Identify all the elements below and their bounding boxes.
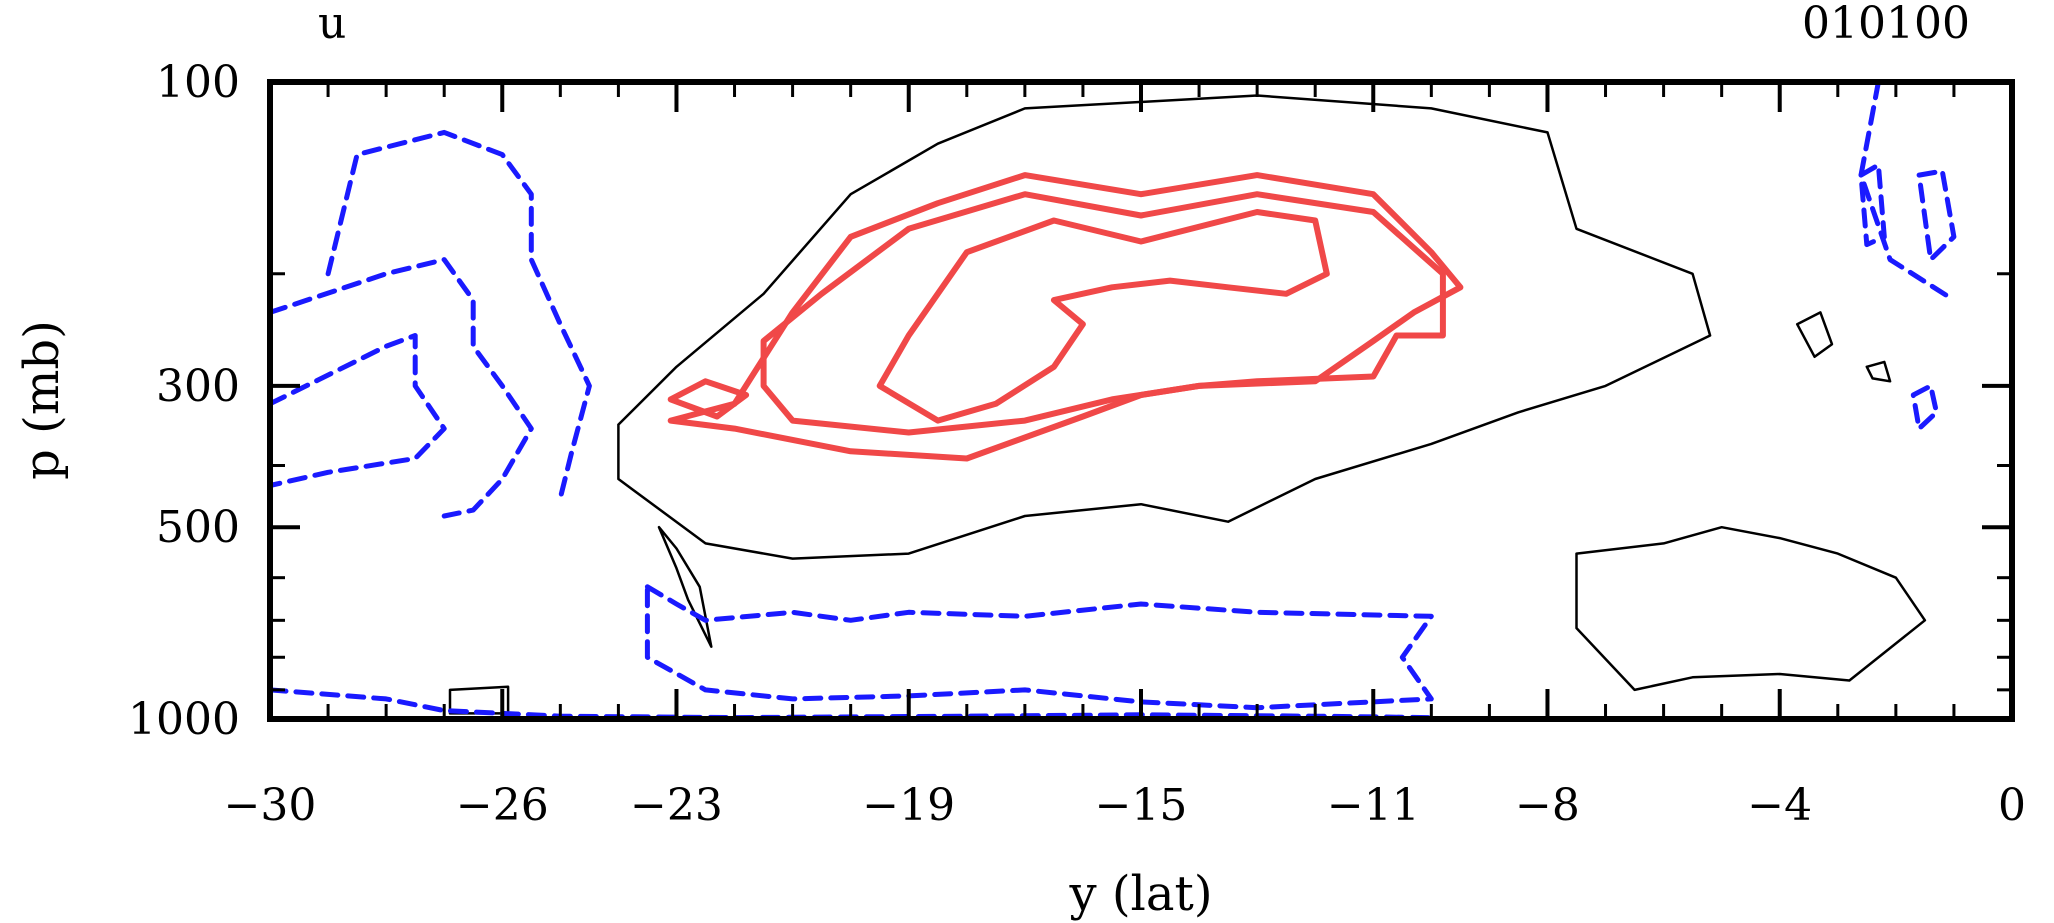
contour-negative-5 (1858, 79, 1957, 303)
x-tick-label: −30 (224, 780, 317, 831)
contour-zero-1 (657, 525, 713, 648)
x-tick-label: −15 (1095, 780, 1188, 831)
y-tick-label: 300 (156, 361, 240, 412)
contour-zero-3 (1795, 311, 1834, 359)
x-tick-label: −19 (862, 780, 955, 831)
y-tick-labels: 100 300 500 1000 (128, 57, 240, 745)
contour-negative-0 (325, 129, 592, 501)
axis-ticks (268, 80, 2014, 721)
plot-frame (267, 79, 2015, 722)
x-tick-label: −23 (630, 780, 723, 831)
y-axis-label: p (mb) (14, 320, 70, 480)
contour-lines (267, 79, 1957, 721)
x-tick-label: 0 (1998, 780, 2026, 831)
contour-negative-1 (267, 257, 534, 519)
contour-negative-7 (1916, 168, 1957, 263)
contour-negative-3 (644, 584, 1434, 711)
y-tick-label: 100 (156, 57, 240, 108)
contour-zero-4 (1865, 360, 1892, 383)
chart-title-right: 010100 (1802, 0, 1970, 49)
x-tick-label: −11 (1327, 780, 1420, 831)
x-axis-label: y (lat) (1068, 866, 1212, 922)
x-tick-label: −26 (456, 780, 549, 831)
contour-negative-2 (267, 333, 447, 488)
chart-title-left: u (318, 0, 346, 49)
x-tick-label: −4 (1747, 780, 1812, 831)
contour-positive-2 (876, 209, 1330, 424)
contour-positive-1 (760, 191, 1446, 436)
y-tick-label: 500 (156, 502, 240, 553)
x-tick-labels: −30 −26 −23 −19 −15 −11 −8 −4 0 (224, 780, 2026, 831)
contour-positive-0 (667, 172, 1464, 462)
contour-zero-2 (1575, 525, 1927, 692)
contour-negative-8 (1910, 383, 1939, 432)
contour-zero-0 (617, 94, 1712, 560)
contour-positive-3 (667, 378, 750, 420)
contour-negative-6 (1858, 162, 1887, 248)
x-tick-label: −8 (1515, 780, 1580, 831)
y-tick-label: 1000 (128, 694, 240, 745)
